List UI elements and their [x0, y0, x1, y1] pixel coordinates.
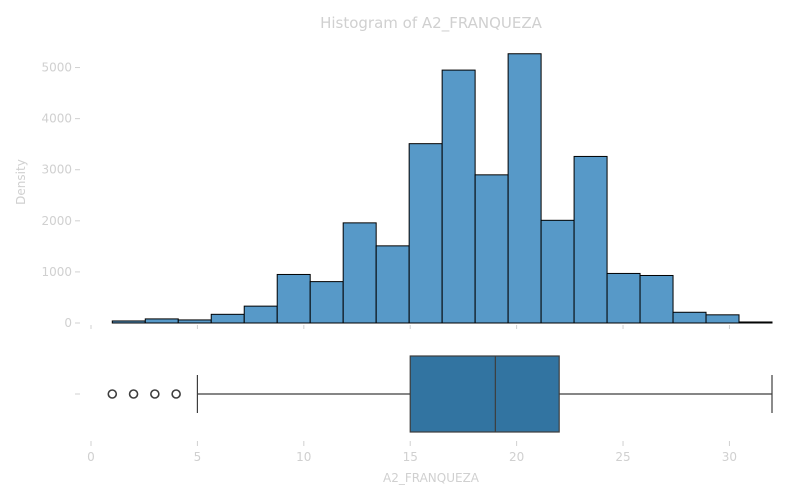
x-tick-label: 30 — [722, 450, 737, 464]
histogram-x-ticks — [90, 325, 730, 329]
histogram-bar — [474, 174, 509, 324]
histogram-bar — [705, 314, 740, 324]
y-tick-label: 0 — [64, 316, 72, 330]
x-axis-label: A2_FRANQUEZA — [383, 471, 480, 485]
histogram-bars — [111, 53, 773, 324]
histogram-bar — [672, 311, 707, 324]
y-tick-label: 1000 — [41, 265, 72, 279]
histogram-bar — [408, 143, 443, 324]
boxplot-box — [409, 355, 560, 433]
x-tick-label: 20 — [509, 450, 524, 464]
histogram-bar — [177, 319, 212, 324]
y-tick-label: 2000 — [41, 214, 72, 228]
boxplot-outlier — [171, 389, 181, 399]
y-axis-label: Density — [14, 159, 28, 205]
histogram-bar — [144, 318, 179, 324]
histogram-bar — [375, 245, 410, 324]
y-tick-label: 4000 — [41, 112, 72, 126]
x-tick-label: 15 — [403, 450, 418, 464]
histogram-bar — [342, 222, 377, 324]
histogram-bar — [111, 320, 146, 324]
histogram-bar — [606, 272, 641, 324]
histogram-bar — [639, 274, 674, 324]
boxplot-outlier — [128, 389, 139, 399]
x-tick-label: 0 — [87, 450, 95, 464]
x-tick-label: 5 — [194, 450, 202, 464]
boxplot-outlier — [150, 389, 160, 399]
y-tick-label: 5000 — [41, 61, 72, 75]
histogram-bar — [507, 53, 542, 324]
boxplot-outlier — [107, 389, 118, 399]
x-tick-label: 25 — [615, 450, 630, 464]
y-axis: 0 1000 2000 3000 4000 5000 — [41, 61, 80, 330]
chart-title: Histogram of A2_FRANQUEZA — [320, 14, 543, 33]
histogram-bar — [243, 305, 278, 324]
histogram-bar — [276, 273, 311, 324]
histogram-bar — [540, 219, 575, 324]
histogram-bar — [441, 69, 476, 324]
y-tick-label: 3000 — [41, 163, 72, 177]
histogram-bar — [210, 313, 245, 324]
boxplot — [75, 355, 773, 433]
histogram-bar — [309, 281, 344, 324]
x-tick-label: 10 — [296, 450, 311, 464]
histogram-bar — [573, 155, 608, 324]
x-axis: 0 5 10 15 20 25 30 — [87, 441, 737, 464]
histogram-bar — [738, 321, 773, 324]
